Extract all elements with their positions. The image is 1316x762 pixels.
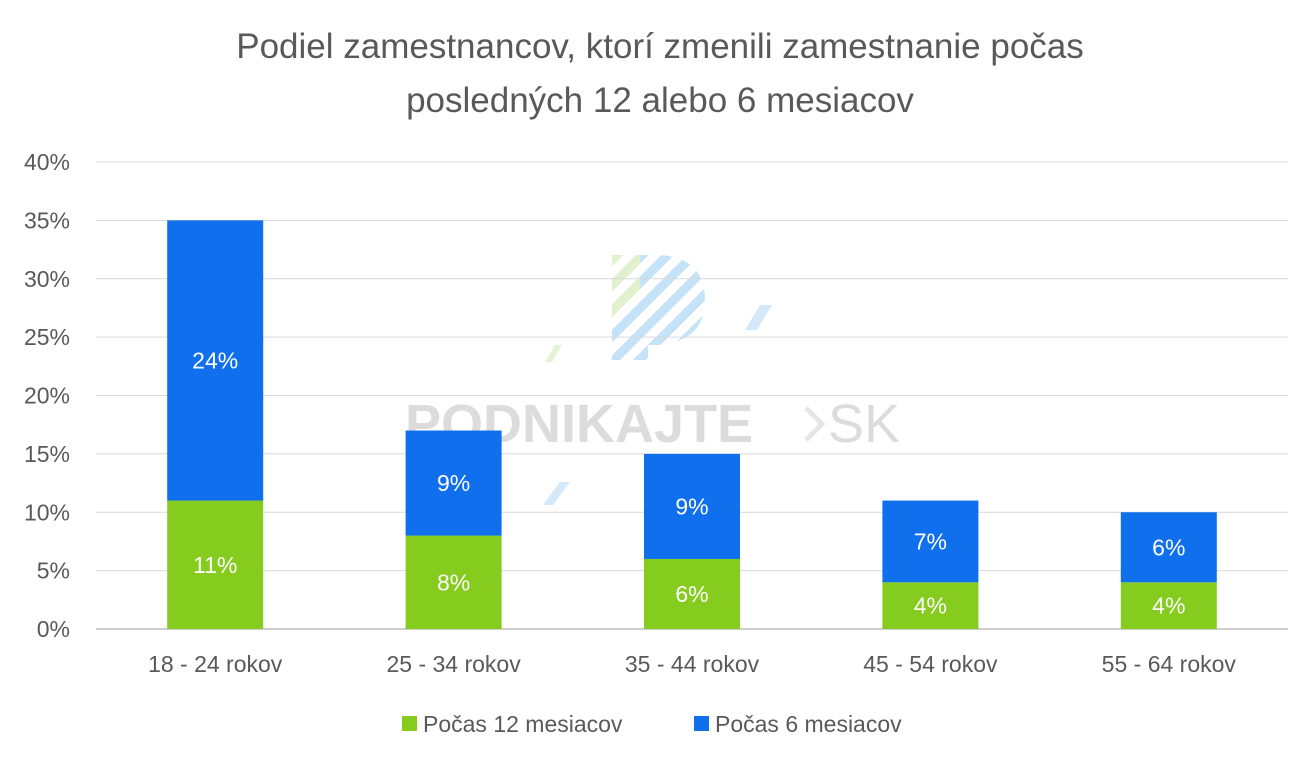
data-labels: 11% 24% 8% 9% 6% 9% 4% 7% 4% 6% (192, 347, 1185, 618)
bar-segment (405, 430, 502, 536)
bar-segment (1120, 512, 1217, 583)
watermark-p-accent (612, 255, 640, 330)
bar-segment (167, 500, 264, 629)
bars (167, 220, 1217, 629)
y-tick-label: 25% (24, 324, 70, 350)
legend-swatch (694, 716, 709, 731)
y-tick-label: 20% (24, 383, 70, 409)
data-label: 8% (437, 569, 470, 595)
y-tick-label: 10% (24, 499, 70, 525)
data-label: 9% (675, 493, 708, 519)
data-label: 11% (193, 552, 237, 578)
y-tick-label: 15% (24, 441, 70, 467)
legend-label: Počas 12 mesiacov (423, 711, 623, 737)
watermark-slash-1 (745, 305, 772, 330)
bar-segment (882, 582, 979, 629)
bar-segment (167, 220, 264, 501)
watermark-logo: PODNIKAJTE SK (405, 255, 900, 505)
y-axis: 0% 5% 10% 15% 20% 25% 30% 35% 40% (24, 149, 70, 642)
chart-title-line-2: posledných 12 alebo 6 mesiacov (406, 81, 914, 120)
watermark-slash-3 (543, 482, 570, 505)
chart-title-line-1: Podiel zamestnancov, ktorí zmenili zames… (236, 27, 1084, 66)
y-tick-label: 5% (37, 558, 70, 584)
bar-segment (644, 453, 740, 559)
legend-swatch (402, 716, 417, 731)
legend-label: Počas 6 mesiacov (715, 711, 902, 737)
data-label: 9% (437, 470, 470, 496)
x-category-label: 55 - 64 rokov (1102, 651, 1237, 677)
data-label: 4% (1152, 593, 1185, 619)
watermark-chevron (804, 406, 826, 442)
data-label: 24% (192, 347, 238, 373)
x-category-label: 18 - 24 rokov (148, 651, 283, 677)
bar-segment (1120, 582, 1217, 629)
watermark-slash-2 (545, 345, 562, 362)
x-axis: 18 - 24 rokov 25 - 34 rokov 35 - 44 rokov 4… (148, 651, 1236, 677)
bar-segment (644, 558, 740, 629)
data-label: 7% (914, 528, 947, 554)
y-tick-label: 30% (24, 266, 70, 292)
bar-segment (882, 500, 979, 583)
y-tick-label: 0% (37, 616, 70, 642)
y-tick-label: 40% (24, 149, 70, 175)
data-label: 6% (1152, 534, 1185, 560)
y-tick-label: 35% (24, 207, 70, 233)
data-label: 4% (914, 593, 947, 619)
x-category-label: 35 - 44 rokov (625, 651, 760, 677)
x-category-label: 45 - 54 rokov (863, 651, 998, 677)
data-label: 6% (675, 581, 708, 607)
bar-segment (405, 535, 502, 629)
x-category-label: 25 - 34 rokov (386, 651, 521, 677)
watermark-text-light: SK (828, 394, 900, 454)
legend: Počas 12 mesiacov Počas 6 mesiacov (402, 711, 902, 737)
